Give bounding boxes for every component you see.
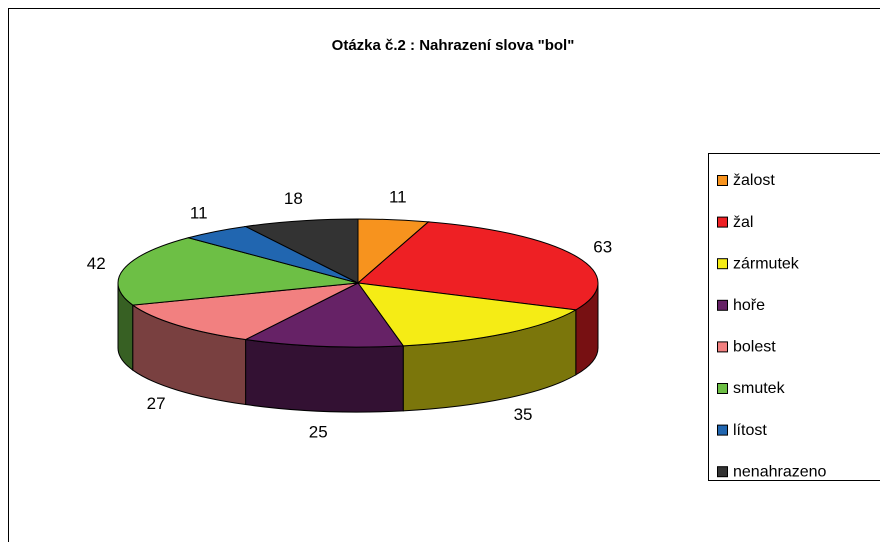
legend-swatch xyxy=(717,299,728,311)
slice-side xyxy=(245,338,404,413)
legend-label: hoře xyxy=(733,297,765,314)
data-label: 11 xyxy=(389,187,407,206)
legend-label: lítost xyxy=(733,422,767,439)
legend-swatch xyxy=(717,258,728,270)
legend-swatch xyxy=(717,383,728,394)
legend-label: nenahrazeno xyxy=(733,463,827,480)
legend-label: smutek xyxy=(733,380,786,397)
chart-title: Otázka č.2 : Nahrazení slova "bol" xyxy=(332,37,575,54)
slice xyxy=(243,282,405,348)
data-label: 35 xyxy=(514,405,533,424)
data-label: 63 xyxy=(593,237,612,256)
slice xyxy=(131,282,359,341)
slice xyxy=(243,218,359,284)
legend-label: zármutek xyxy=(733,255,800,272)
legend-swatch xyxy=(717,466,728,478)
slice xyxy=(356,282,578,347)
legend-swatch xyxy=(717,216,728,228)
slice xyxy=(356,221,599,311)
data-label: 27 xyxy=(147,394,166,413)
data-label: 42 xyxy=(87,254,106,273)
legend-swatch xyxy=(717,424,728,436)
legend-label: žal xyxy=(733,214,753,231)
data-label: 18 xyxy=(284,189,303,208)
legend xyxy=(708,153,880,481)
data-label: 11 xyxy=(190,203,208,222)
data-label: 25 xyxy=(309,423,328,442)
legend-swatch xyxy=(717,341,728,353)
legend-swatch xyxy=(717,175,728,186)
legend-label: žalost xyxy=(733,172,775,189)
legend-label: bolest xyxy=(733,339,776,356)
slice xyxy=(117,237,359,306)
